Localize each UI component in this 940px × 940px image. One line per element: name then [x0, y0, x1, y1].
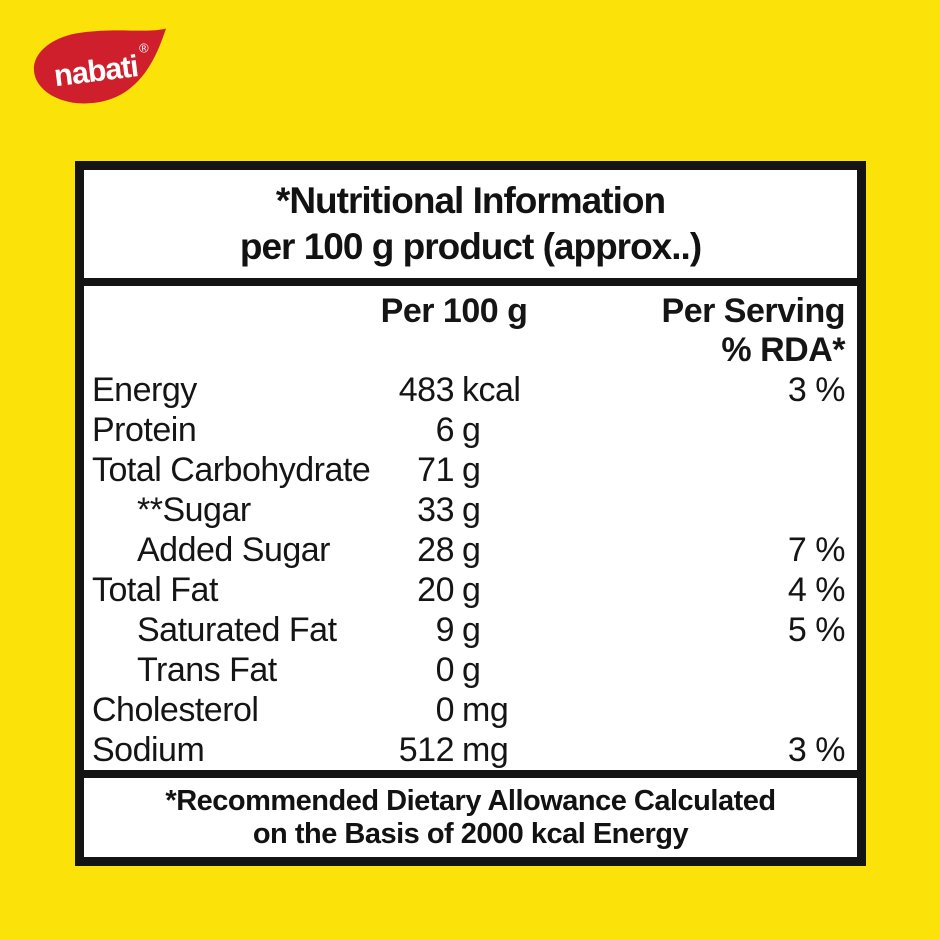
row-unit: g [462, 651, 481, 689]
table-row: Total Carbohydrate 71 g [84, 450, 857, 490]
panel-footer: *Recommended Dietary Allowance Calculate… [84, 778, 857, 857]
row-label: Sodium [92, 731, 205, 769]
amount-column-header: Per 100 g [380, 292, 528, 330]
table-row: Added Sugar 28 g 7 % [84, 530, 857, 570]
row-value: 512 [398, 731, 455, 769]
nutrient-rows: Energy 483 kcal 3 % Protein 6 g Total Ca… [84, 370, 857, 770]
row-label: Total Fat [92, 571, 218, 609]
footnote-line-2: on the Basis of 2000 kcal Energy [252, 818, 689, 850]
row-label: **Sugar [137, 491, 251, 529]
row-unit: g [462, 451, 481, 489]
row-value: 6 [435, 411, 455, 449]
brand-logo: nabati ® [30, 25, 168, 109]
row-value: 20 [417, 571, 454, 609]
serving-column-header: Per Serving % RDA* [661, 292, 846, 370]
row-unit: g [462, 411, 481, 449]
table-row: Cholesterol 0 mg [84, 690, 857, 730]
title-line-1: *Nutritional Information [275, 180, 666, 221]
nutrition-panel: *Nutritional Information per 100 g produ… [75, 161, 866, 866]
panel-header: *Nutritional Information per 100 g produ… [84, 170, 857, 278]
row-value: 71 [417, 451, 454, 489]
row-value: 483 [398, 371, 455, 409]
row-unit: mg [462, 731, 509, 769]
footnote-line-1: *Recommended Dietary Allowance Calculate… [165, 785, 776, 817]
table-row: **Sugar 33 g [84, 490, 857, 530]
table-row: Saturated Fat 9 g 5 % [84, 610, 857, 650]
row-value: 0 [435, 691, 455, 729]
horizontal-divider [84, 770, 857, 778]
row-rda: 3 % [787, 371, 846, 409]
row-value: 9 [435, 611, 455, 649]
title-line-2: per 100 g product (approx..) [239, 226, 702, 267]
row-label: Total Carbohydrate [92, 451, 371, 489]
table-row: Trans Fat 0 g [84, 650, 857, 690]
column-headers: Per 100 g Per Serving % RDA* [84, 286, 857, 370]
row-label: Energy [92, 371, 197, 409]
logo-registered-mark: ® [138, 40, 150, 56]
row-rda: 5 % [787, 611, 846, 649]
row-label: Protein [92, 411, 197, 449]
row-label: Trans Fat [137, 651, 277, 689]
table-row: Energy 483 kcal 3 % [84, 370, 857, 410]
row-label: Added Sugar [137, 531, 331, 569]
panel-body: Per 100 g Per Serving % RDA* Energy 483 … [84, 286, 857, 770]
row-rda: 4 % [787, 571, 846, 609]
nabati-logo-svg: nabati ® [33, 28, 167, 104]
row-unit: g [462, 491, 481, 529]
row-rda: 7 % [787, 531, 846, 569]
row-rda: 3 % [787, 731, 846, 769]
row-unit: kcal [462, 371, 521, 409]
row-label: Saturated Fat [137, 611, 337, 649]
row-value: 28 [417, 531, 454, 569]
row-unit: mg [462, 691, 509, 729]
row-value: 33 [417, 491, 454, 529]
row-unit: g [462, 531, 481, 569]
table-row: Protein 6 g [84, 410, 857, 450]
row-value: 0 [435, 651, 455, 689]
serving-header-line-2: % RDA* [721, 331, 845, 369]
row-label: Cholesterol [92, 691, 259, 729]
row-unit: g [462, 571, 481, 609]
table-row: Sodium 512 mg 3 % [84, 730, 857, 770]
table-row: Total Fat 20 g 4 % [84, 570, 857, 610]
horizontal-divider [84, 278, 857, 286]
row-unit: g [462, 611, 481, 649]
nabati-logo-blob [33, 28, 167, 104]
serving-header-line-1: Per Serving [661, 292, 846, 330]
